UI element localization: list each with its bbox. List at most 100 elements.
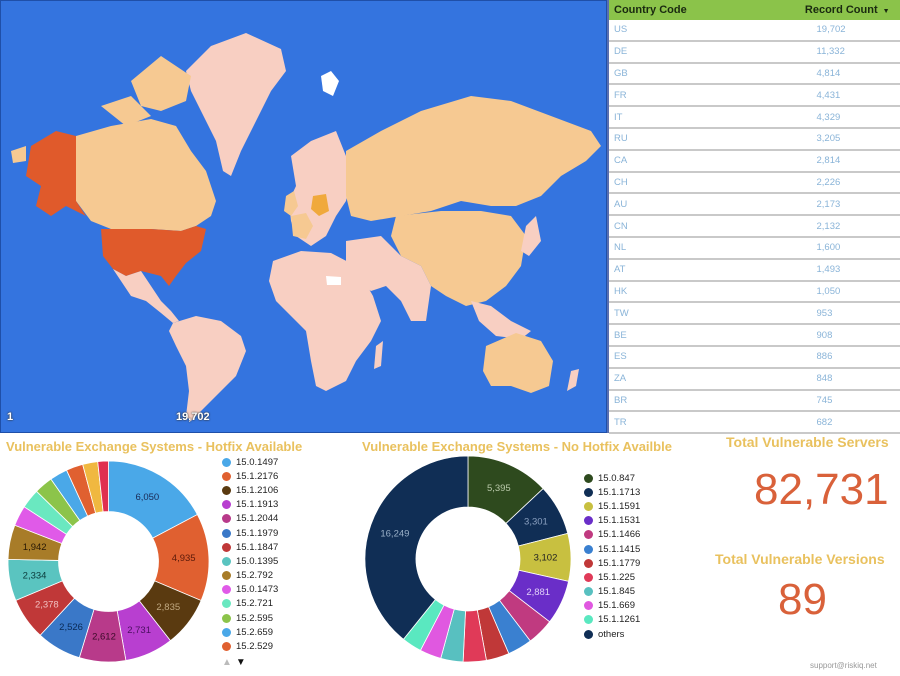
legend-item[interactable]: 15.1.669 <box>584 599 640 613</box>
country-code-cell: AT <box>614 264 626 276</box>
legend-color-swatch-icon <box>222 528 231 538</box>
legend-label: 15.1.1913 <box>236 499 279 511</box>
legend-label: others <box>598 628 625 640</box>
table-row[interactable]: TR 682 <box>609 412 900 435</box>
country-code-cell: CH <box>614 176 628 188</box>
donut-slice[interactable] <box>364 455 469 640</box>
record-count-cell: 4,431 <box>755 90 900 101</box>
record-count-value: 682 <box>816 416 833 428</box>
record-count-value: 4,329 <box>816 111 841 123</box>
legend-page-up-icon[interactable]: ▲ <box>222 657 232 668</box>
legend-page-down-icon[interactable]: ▼ <box>235 657 246 668</box>
nohotfix-donut-chart[interactable]: 5,395 3,301 3,102 2,881 16,249 <box>364 455 572 663</box>
legend-label: 15.2.659 <box>236 626 273 638</box>
legend-label: 15.1.1531 <box>598 515 641 527</box>
slice-value-label: 5,395 <box>487 483 511 494</box>
column-header-record-count-label: Record Count <box>804 4 878 16</box>
legend-label: 15.1.1847 <box>236 541 279 553</box>
legend-item[interactable]: others <box>584 627 640 641</box>
legend-item[interactable]: 15.2.595 <box>222 611 278 625</box>
legend-item[interactable]: 15.2.529 <box>222 639 278 653</box>
legend-color-swatch-icon <box>222 556 231 566</box>
table-row[interactable]: GB 4,814 <box>609 64 900 86</box>
legend-item[interactable]: 15.0.1473 <box>222 583 278 597</box>
legend-item[interactable]: 15.1.2044 <box>222 512 278 526</box>
column-header-country-code[interactable]: Country Code <box>614 4 687 16</box>
legend-item[interactable]: 15.1.845 <box>584 585 640 599</box>
record-count-cell: 2,173 <box>755 199 900 210</box>
legend-item[interactable]: 15.1.2176 <box>222 469 278 483</box>
legend-color-swatch-icon <box>222 599 231 609</box>
record-count-value: 4,814 <box>816 67 841 79</box>
table-row[interactable]: HK 1,050 <box>609 282 900 304</box>
legend-label: 15.2.792 <box>236 570 273 582</box>
legend-item[interactable]: 15.1.1531 <box>584 514 640 528</box>
legend-label: 15.1.1713 <box>598 486 641 498</box>
legend-item[interactable]: 15.1.1979 <box>222 526 278 540</box>
legend-item[interactable]: 15.1.2106 <box>222 483 278 497</box>
table-row[interactable]: DE 11,332 <box>609 42 900 64</box>
table-row[interactable]: FR 4,431 <box>609 85 900 108</box>
slice-value-label: 2,612 <box>92 632 116 643</box>
legend-color-swatch-icon <box>584 629 593 639</box>
legend-item[interactable]: 15.0.847 <box>584 471 640 485</box>
table-body: US 19,702 DE 11,332 GB 4,814 FR 4,431 IT 4,329 RU 3… <box>609 20 900 435</box>
legend-item[interactable]: 15.1.1261 <box>584 613 640 627</box>
record-count-cell: 19,702 <box>755 24 900 35</box>
record-count-value: 848 <box>816 373 833 385</box>
total-servers-value: 82,731 <box>754 465 889 514</box>
table-row[interactable]: AT 1,493 <box>609 260 900 282</box>
table-row[interactable]: RU 3,205 <box>609 129 900 151</box>
nohotfix-chart-title: Vulnerable Exchange Systems - No Hotfix … <box>362 439 672 454</box>
record-count-cell: 4,814 <box>755 68 900 79</box>
legend-item[interactable]: 15.2.659 <box>222 625 278 639</box>
record-count-cell: 2,226 <box>755 177 900 188</box>
support-email[interactable]: support@riskiq.net <box>810 661 877 670</box>
sort-desc-icon[interactable]: ▼ <box>882 8 890 15</box>
slice-value-label: 2,526 <box>59 622 83 633</box>
map-legend-min: 1 <box>7 411 14 423</box>
country-code-cell: IT <box>614 111 623 123</box>
table-row[interactable]: CA 2,814 <box>609 151 900 173</box>
legend-item[interactable]: 15.0.1395 <box>222 554 278 568</box>
legend-item[interactable]: 15.1.1847 <box>222 540 278 554</box>
table-row[interactable]: BR 745 <box>609 391 900 413</box>
table-row[interactable]: NL 1,600 <box>609 238 900 260</box>
table-row[interactable]: ES 886 <box>609 347 900 369</box>
donut-slice[interactable] <box>97 460 109 513</box>
record-count-value: 3,205 <box>816 133 841 145</box>
table-row[interactable]: AU 2,173 <box>609 194 900 217</box>
table-row[interactable]: US 19,702 <box>609 20 900 42</box>
legend-label: 15.1.845 <box>598 586 635 598</box>
nohotfix-legend: 15.0.847 15.1.1713 15.1.1591 15.1.1531 15.1.… <box>584 471 640 641</box>
country-code-cell: BE <box>614 329 627 341</box>
legend-item[interactable]: 15.1.1713 <box>584 485 640 499</box>
legend-color-swatch-icon <box>584 530 593 540</box>
world-map[interactable]: 1 19,702 <box>0 0 607 433</box>
record-count-value: 908 <box>816 329 833 341</box>
legend-item[interactable]: 15.2.721 <box>222 597 278 611</box>
legend-item[interactable]: 15.1.225 <box>584 570 640 584</box>
record-count-cell: 2,814 <box>755 155 900 166</box>
legend-label: 15.1.2106 <box>236 484 279 496</box>
legend-item[interactable]: 15.2.792 <box>222 569 278 583</box>
record-count-value: 745 <box>816 394 833 406</box>
table-row[interactable]: ZA 848 <box>609 369 900 391</box>
table-row[interactable]: TW 953 <box>609 303 900 326</box>
legend-item[interactable]: 15.1.1913 <box>222 498 278 512</box>
legend-item[interactable]: 15.1.1466 <box>584 528 640 542</box>
legend-label: 15.0.1473 <box>236 584 279 596</box>
table-row[interactable]: IT 4,329 <box>609 107 900 129</box>
legend-item[interactable]: 15.1.1591 <box>584 499 640 513</box>
legend-item[interactable]: 15.1.1779 <box>584 556 640 570</box>
column-header-record-count[interactable]: Record Count ▼ <box>755 4 900 16</box>
country-code-cell: US <box>614 24 628 36</box>
table-row[interactable]: BE 908 <box>609 325 900 347</box>
legend-item[interactable]: 15.0.1497 <box>222 455 278 469</box>
slice-value-label: 16,249 <box>380 528 409 539</box>
table-row[interactable]: CN 2,132 <box>609 216 900 238</box>
legend-item[interactable]: 15.1.1415 <box>584 542 640 556</box>
table-row[interactable]: CH 2,226 <box>609 173 900 195</box>
legend-label: 15.1.1261 <box>598 614 641 626</box>
